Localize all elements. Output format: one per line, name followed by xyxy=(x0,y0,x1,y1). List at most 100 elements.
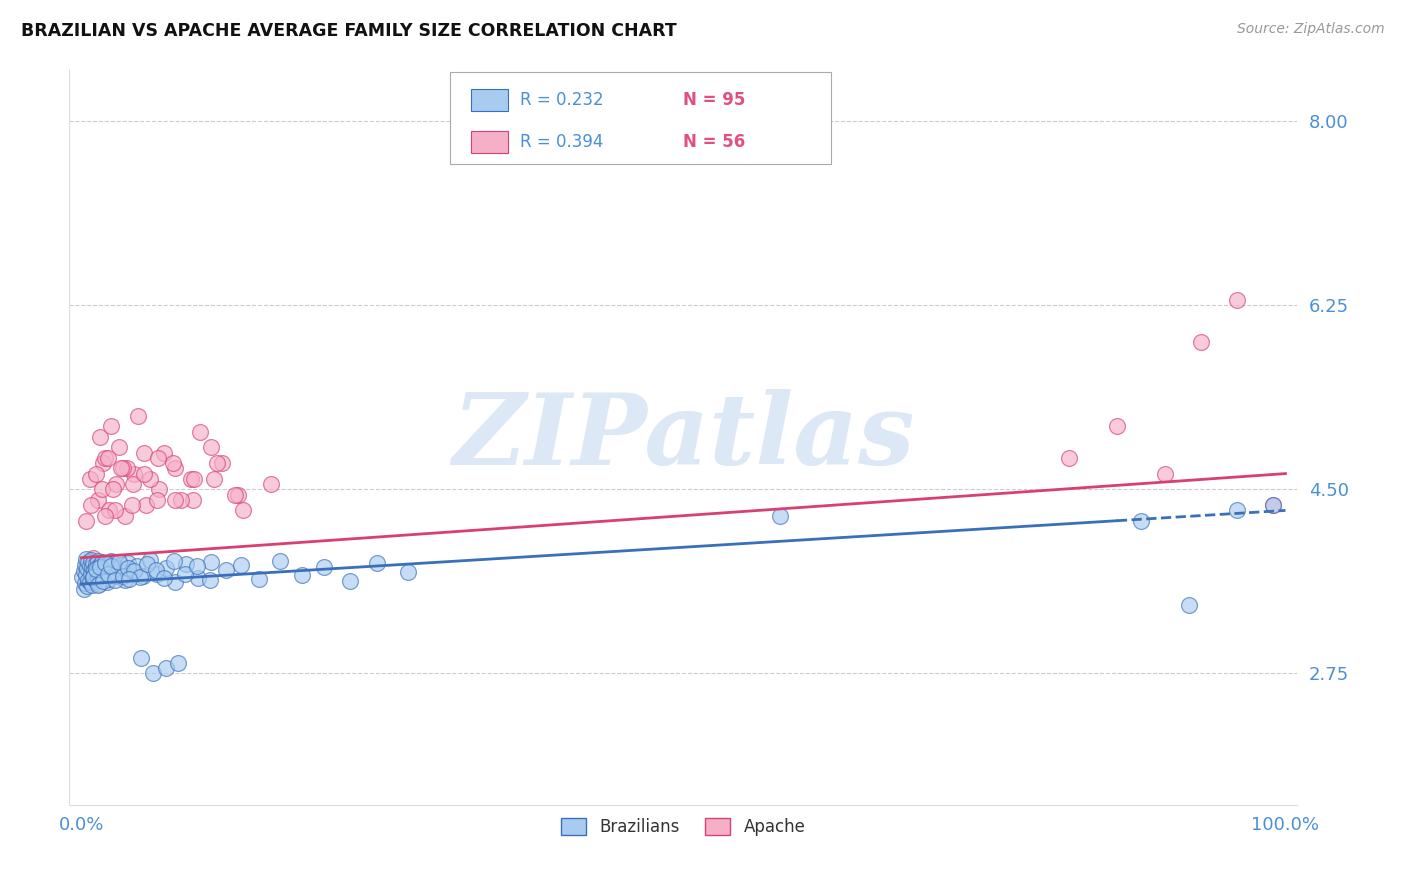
Point xyxy=(73,558,96,573)
Point xyxy=(103,566,125,580)
Point xyxy=(89,567,111,582)
Point xyxy=(1057,450,1080,465)
Point xyxy=(110,558,132,573)
Point xyxy=(1105,419,1128,434)
Point xyxy=(97,572,120,586)
Point xyxy=(90,555,112,569)
Point xyxy=(269,554,291,568)
Text: Source: ZipAtlas.com: Source: ZipAtlas.com xyxy=(1237,22,1385,37)
Point xyxy=(82,556,104,570)
Point xyxy=(87,572,110,586)
Point xyxy=(97,557,120,571)
Point xyxy=(396,566,419,580)
Point xyxy=(91,456,114,470)
Point xyxy=(224,488,246,502)
Point xyxy=(769,508,792,523)
Point xyxy=(104,573,127,587)
Text: ZIPatlas: ZIPatlas xyxy=(453,389,914,485)
Point xyxy=(82,571,104,585)
Point xyxy=(80,553,103,567)
Point xyxy=(100,419,122,434)
Point xyxy=(97,566,120,581)
Point xyxy=(86,566,108,580)
Text: BRAZILIAN VS APACHE AVERAGE FAMILY SIZE CORRELATION CHART: BRAZILIAN VS APACHE AVERAGE FAMILY SIZE … xyxy=(21,22,676,40)
Text: R = 0.394: R = 0.394 xyxy=(520,133,603,151)
Point xyxy=(170,492,193,507)
Text: N = 95: N = 95 xyxy=(683,91,745,109)
Point xyxy=(91,570,114,584)
Point xyxy=(89,559,111,574)
Point xyxy=(339,574,361,588)
FancyBboxPatch shape xyxy=(450,72,831,164)
Point xyxy=(83,568,105,582)
Point xyxy=(94,560,117,574)
Point xyxy=(93,563,115,577)
Point xyxy=(114,573,136,587)
Point xyxy=(75,551,97,566)
Point xyxy=(100,559,122,574)
Point xyxy=(200,440,222,454)
Point xyxy=(200,555,222,569)
Point xyxy=(80,498,103,512)
Point xyxy=(73,576,96,591)
Point xyxy=(121,565,143,579)
Point xyxy=(1263,498,1285,512)
Point xyxy=(186,559,208,574)
Point xyxy=(131,568,153,582)
Point xyxy=(180,472,202,486)
Point xyxy=(122,565,145,579)
Point xyxy=(127,409,149,423)
Point xyxy=(121,498,143,512)
Point xyxy=(80,566,103,581)
Point xyxy=(183,472,205,486)
Point xyxy=(82,550,104,565)
Point xyxy=(139,472,162,486)
Point xyxy=(100,554,122,568)
Point xyxy=(146,566,169,581)
Point xyxy=(94,556,117,570)
Point xyxy=(89,562,111,576)
Point xyxy=(107,561,129,575)
Point xyxy=(1178,598,1201,612)
Point xyxy=(122,467,145,481)
Point xyxy=(165,461,187,475)
Point xyxy=(79,574,101,589)
Text: R = 0.232: R = 0.232 xyxy=(520,91,603,109)
Point xyxy=(135,498,157,512)
Point xyxy=(148,450,170,465)
Point xyxy=(1263,498,1285,512)
Point xyxy=(190,425,212,439)
Point xyxy=(202,472,225,486)
Point xyxy=(87,554,110,568)
Point xyxy=(148,483,170,497)
Point xyxy=(226,488,249,502)
Point xyxy=(83,563,105,577)
Point xyxy=(118,572,141,586)
FancyBboxPatch shape xyxy=(471,88,508,111)
Point xyxy=(84,574,107,588)
Point xyxy=(87,492,110,507)
Point xyxy=(89,560,111,574)
Point xyxy=(136,557,159,571)
Point xyxy=(72,570,94,584)
Point xyxy=(75,514,97,528)
Point xyxy=(80,578,103,592)
Point xyxy=(145,563,167,577)
Point xyxy=(82,570,104,584)
Point xyxy=(291,567,314,582)
Point xyxy=(314,560,336,574)
Point xyxy=(79,559,101,574)
Point xyxy=(166,656,188,670)
Point xyxy=(165,574,187,589)
Point xyxy=(84,562,107,576)
Point xyxy=(153,571,176,585)
Point xyxy=(72,582,94,597)
Point xyxy=(215,563,238,577)
Point xyxy=(162,456,184,470)
Point xyxy=(1226,503,1249,517)
Point xyxy=(187,571,209,585)
Point xyxy=(84,467,107,481)
Point xyxy=(142,666,165,681)
Point xyxy=(1129,514,1152,528)
Point xyxy=(77,555,100,569)
